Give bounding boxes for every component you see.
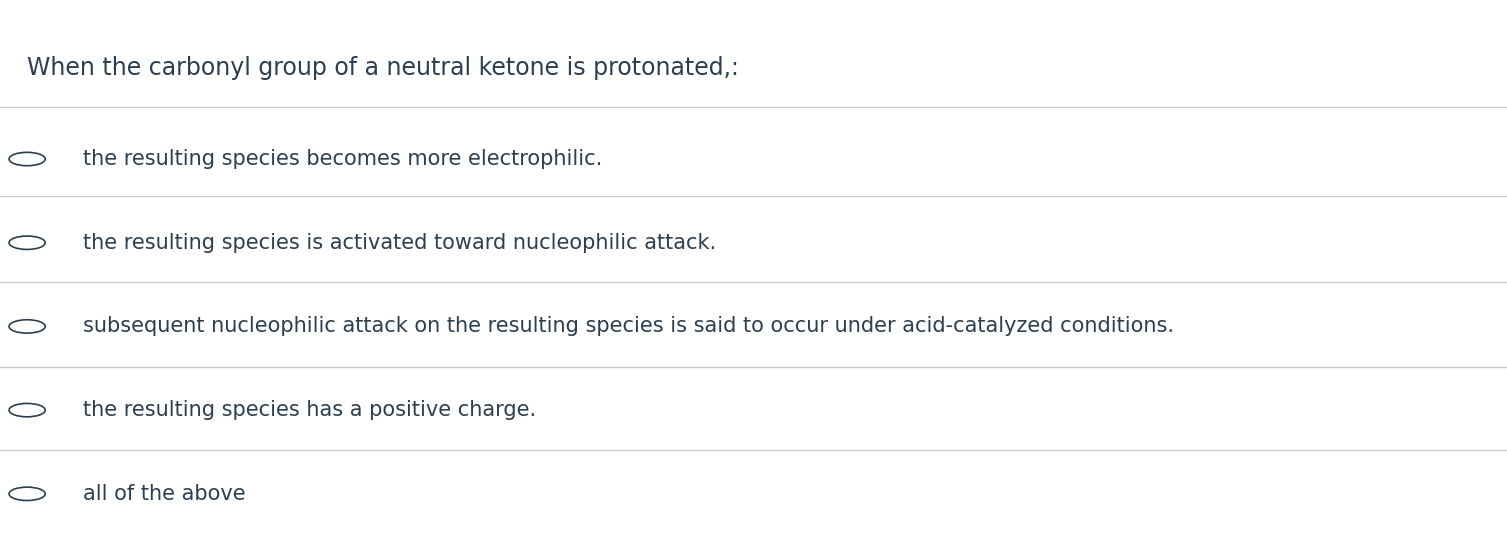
Text: all of the above: all of the above — [83, 484, 246, 504]
Text: the resulting species has a positive charge.: the resulting species has a positive cha… — [83, 400, 536, 420]
Text: the resulting species is activated toward nucleophilic attack.: the resulting species is activated towar… — [83, 233, 716, 253]
Text: subsequent nucleophilic attack on the resulting species is said to occur under a: subsequent nucleophilic attack on the re… — [83, 316, 1174, 336]
Text: When the carbonyl group of a neutral ketone is protonated,:: When the carbonyl group of a neutral ket… — [27, 56, 738, 80]
Text: the resulting species becomes more electrophilic.: the resulting species becomes more elect… — [83, 149, 603, 169]
